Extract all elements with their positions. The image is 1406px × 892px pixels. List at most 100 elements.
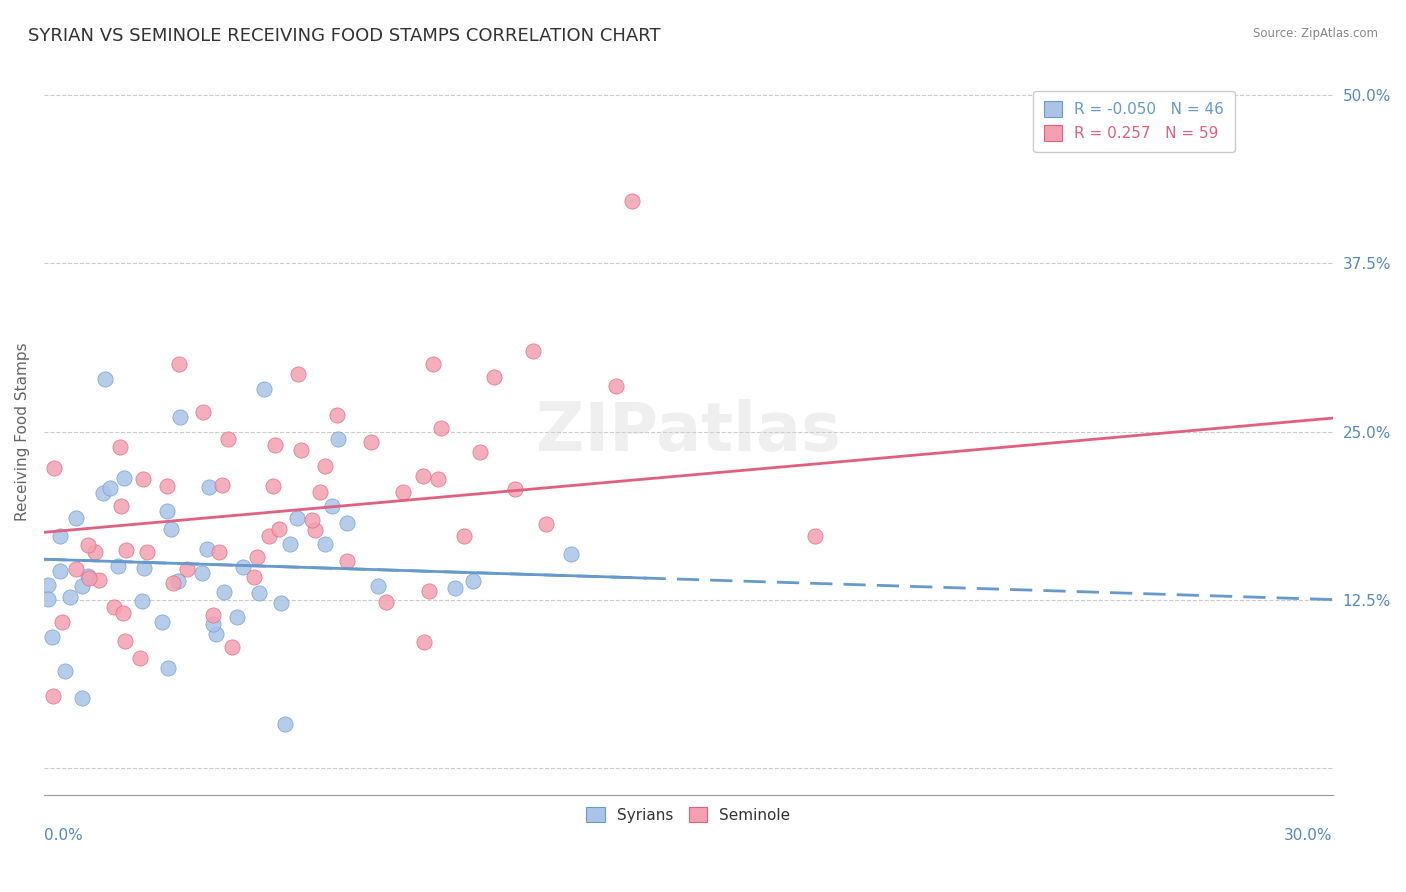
Seminole (103, 599, 125, 614)
Syrians (131, 594, 153, 608)
Text: SYRIAN VS SEMINOLE RECEIVING FOOD STAMPS CORRELATION CHART: SYRIAN VS SEMINOLE RECEIVING FOOD STAMPS… (28, 27, 661, 45)
Syrians (49, 564, 72, 578)
Seminole (76, 538, 98, 552)
Seminole (83, 544, 105, 558)
Syrians (278, 537, 301, 551)
Seminole (111, 607, 134, 621)
Seminole (176, 562, 198, 576)
Seminole (208, 545, 231, 559)
Seminole (262, 479, 284, 493)
Seminole (257, 529, 280, 543)
Seminole (211, 478, 233, 492)
Syrians (232, 560, 254, 574)
Syrians (326, 433, 349, 447)
Syrians (94, 372, 117, 386)
Syrians (287, 511, 309, 525)
Syrians (253, 382, 276, 396)
Text: ZIPatlas: ZIPatlas (536, 399, 841, 465)
Syrians (37, 578, 59, 592)
Syrians (202, 616, 225, 631)
Y-axis label: Receiving Food Stamps: Receiving Food Stamps (15, 343, 30, 521)
Seminole (65, 561, 87, 575)
Seminole (468, 445, 491, 459)
Syrians (191, 566, 214, 581)
Seminole (114, 543, 136, 558)
Syrians (560, 547, 582, 561)
Seminole (426, 472, 449, 486)
Syrians (214, 584, 236, 599)
Syrians (70, 578, 93, 592)
Syrians (463, 574, 485, 588)
Seminole (430, 421, 453, 435)
Syrians (37, 592, 59, 607)
Seminole (169, 357, 191, 371)
Syrians (270, 596, 292, 610)
Seminole (135, 544, 157, 558)
Seminole (128, 651, 150, 665)
Syrians (59, 590, 82, 604)
Syrians (41, 630, 63, 644)
Syrians (53, 665, 76, 679)
Seminole (309, 484, 332, 499)
Seminole (418, 584, 440, 599)
Syrians (367, 579, 389, 593)
Seminole (245, 549, 267, 564)
Seminole (110, 499, 132, 513)
Text: Source: ZipAtlas.com: Source: ZipAtlas.com (1253, 27, 1378, 40)
Seminole (267, 522, 290, 536)
Seminole (522, 344, 544, 359)
Syrians (169, 409, 191, 424)
Seminole (484, 370, 506, 384)
Seminole (114, 634, 136, 648)
Seminole (201, 608, 224, 623)
Seminole (42, 689, 65, 703)
Syrians (314, 537, 336, 551)
Seminole (42, 461, 65, 475)
Syrians (444, 581, 467, 595)
Seminole (620, 194, 643, 209)
Seminole (162, 576, 184, 591)
Syrians (152, 615, 174, 630)
Syrians (159, 522, 181, 536)
Seminole (290, 443, 312, 458)
Syrians (274, 717, 297, 731)
Seminole (287, 368, 309, 382)
Seminole (413, 634, 436, 648)
Syrians (156, 504, 179, 518)
Seminole (304, 523, 326, 537)
Text: 30.0%: 30.0% (1284, 828, 1333, 843)
Syrians (132, 561, 155, 575)
Syrians (205, 627, 228, 641)
Seminole (391, 484, 413, 499)
Seminole (374, 595, 396, 609)
Seminole (243, 570, 266, 584)
Seminole (605, 379, 627, 393)
Seminole (301, 512, 323, 526)
Syrians (76, 569, 98, 583)
Seminole (804, 529, 827, 543)
Syrians (107, 559, 129, 574)
Seminole (51, 615, 73, 629)
Syrians (336, 516, 359, 530)
Seminole (89, 573, 111, 587)
Syrians (195, 542, 218, 557)
Seminole (221, 640, 243, 654)
Seminole (453, 529, 475, 543)
Seminole (132, 472, 155, 486)
Syrians (65, 511, 87, 525)
Syrians (91, 486, 114, 500)
Seminole (336, 554, 359, 568)
Seminole (108, 440, 131, 454)
Seminole (193, 405, 215, 419)
Seminole (155, 478, 177, 492)
Syrians (321, 499, 343, 513)
Syrians (198, 480, 221, 494)
Legend: Syrians, Seminole: Syrians, Seminole (579, 799, 799, 830)
Syrians (112, 471, 135, 485)
Seminole (79, 571, 101, 585)
Syrians (167, 574, 190, 588)
Seminole (326, 409, 349, 423)
Seminole (422, 357, 444, 371)
Syrians (49, 529, 72, 543)
Syrians (98, 481, 121, 495)
